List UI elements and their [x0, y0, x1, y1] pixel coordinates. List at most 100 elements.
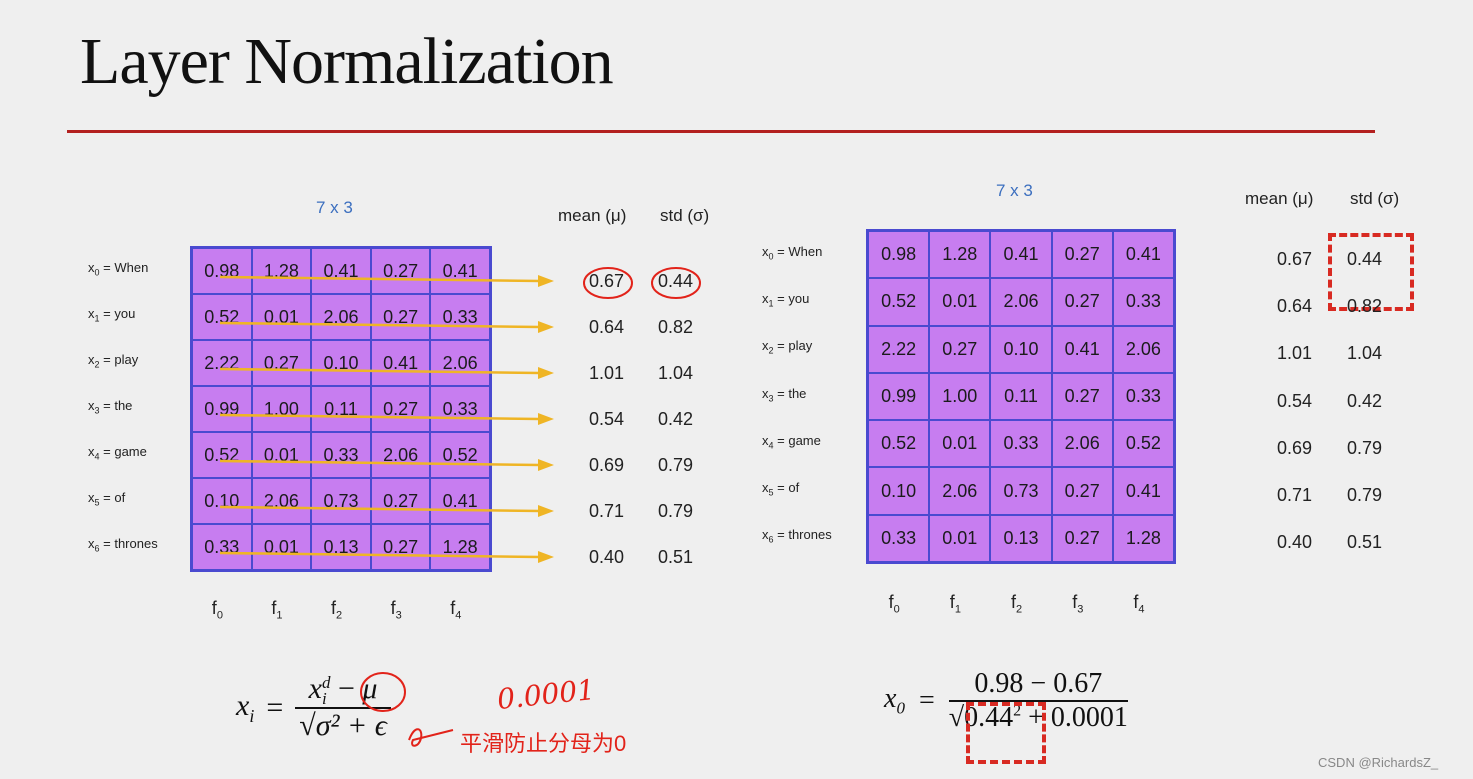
- right-feature-label-0: f0: [888, 592, 900, 616]
- left-mean-header: mean (μ): [558, 206, 627, 225]
- right-cell-r0-c1: 1.28: [929, 231, 991, 279]
- left-mean-6: 0.40: [589, 547, 625, 567]
- left-cell-r5-c3: 0.27: [370, 478, 431, 524]
- right-cell-r3-c4: 0.33: [1112, 372, 1174, 421]
- left-row-label-6: x6 = thrones: [88, 536, 158, 554]
- right-feature-label-3: f3: [1072, 592, 1084, 616]
- right-cell-r3-c2: 0.11: [990, 372, 1052, 421]
- right-std-4: 0.79: [1347, 437, 1383, 458]
- right-cell-r1-c2: 2.06: [990, 278, 1052, 326]
- right-cell-r5-c3: 0.27: [1051, 467, 1113, 515]
- left-cell-r5-c4: 0.41: [430, 478, 490, 524]
- left-mean-3: 0.54: [589, 409, 625, 429]
- row-arrow-line-3: [219, 413, 541, 421]
- right-feature-label-4: f4: [1133, 592, 1145, 616]
- row-arrow-line-4: [219, 459, 541, 467]
- left-feature-label-0: f0: [211, 598, 223, 622]
- right-mean-6: 0.40: [1277, 532, 1313, 553]
- left-cell-r1-c0: 0.52: [192, 294, 252, 340]
- left-cell-r5-c1: 2.06: [251, 478, 312, 524]
- left-row-label-0: x0 = When: [88, 260, 149, 278]
- left-feature-label-2: f2: [331, 598, 343, 622]
- right-std-1: 0.82: [1347, 295, 1383, 316]
- right-feature-label-1: f1: [949, 592, 961, 616]
- left-cell-r6-c2: 0.13: [311, 524, 371, 570]
- left-cell-r1-c2: 2.06: [311, 294, 371, 340]
- left-mean-4: 0.69: [589, 455, 625, 475]
- right-cell-r1-c0: 0.52: [868, 278, 930, 326]
- right-row-label-1: x1 = you: [762, 290, 810, 309]
- left-std-2: 1.04: [658, 363, 694, 383]
- left-std-6: 0.51: [658, 547, 694, 567]
- epsilon-annotation-mark: [408, 728, 454, 747]
- right-std-2: 1.04: [1347, 343, 1383, 364]
- right-row-label-5: x5 = of: [762, 480, 800, 498]
- right-row-label-6: x6 = thrones: [762, 527, 832, 545]
- left-cell-r4-c4: 0.52: [430, 432, 490, 478]
- left-mean-2: 1.01: [589, 363, 625, 383]
- mu-circle-annotation: [360, 672, 406, 712]
- left-cell-r1-c4: 0.33: [430, 294, 490, 340]
- left-std-5: 0.79: [658, 501, 694, 521]
- left-cell-r0-c1: 1.28: [251, 248, 312, 294]
- right-row-label-4: x4 = game: [762, 432, 821, 451]
- right-cell-r4-c2: 0.33: [990, 420, 1052, 468]
- right-cell-r0-c0: 0.98: [868, 231, 930, 279]
- right-std-3: 0.42: [1347, 390, 1383, 411]
- left-cell-r1-c1: 0.01: [251, 294, 312, 340]
- left-cell-r3-c4: 0.33: [430, 386, 490, 432]
- row-arrow-line-1: [219, 321, 541, 329]
- right-cell-r0-c2: 0.41: [990, 231, 1052, 279]
- right-cell-r6-c0: 0.33: [868, 514, 930, 562]
- right-cell-r1-c1: 0.01: [929, 278, 991, 326]
- right-cell-r2-c2: 0.10: [990, 325, 1052, 373]
- left-cell-r0-c0: 0.98: [192, 248, 252, 294]
- row-arrow-line-2: [219, 367, 541, 375]
- right-mean-0: 0.67: [1277, 248, 1313, 269]
- first-row-std-circle: [651, 267, 701, 299]
- right-cell-r5-c2: 0.73: [990, 467, 1052, 515]
- left-std-3: 0.42: [658, 409, 694, 429]
- left-row-label-5: x5 = of: [88, 490, 126, 508]
- right-cell-r2-c0: 2.22: [868, 325, 930, 373]
- right-cell-r0-c3: 0.27: [1051, 231, 1113, 279]
- right-cell-r5-c4: 0.41: [1112, 467, 1174, 515]
- left-dim-label: 7 x 3: [316, 198, 353, 217]
- row-arrow-head-1: [538, 321, 554, 333]
- left-cell-r5-c2: 0.73: [311, 478, 371, 524]
- formula-denominator: √σ² + ϵ: [299, 707, 387, 743]
- right-std-6: 0.51: [1347, 532, 1383, 553]
- left-row-label-2: x2 = play: [88, 352, 139, 370]
- left-cell-r3-c1: 1.00: [251, 386, 312, 432]
- first-row-mean-circle: [583, 267, 633, 299]
- row-arrow-line-5: [219, 505, 541, 513]
- left-mean-5: 0.71: [589, 501, 625, 521]
- row-arrow-head-0: [538, 275, 554, 287]
- row-arrow-head-2: [538, 367, 554, 379]
- left-cell-r6-c3: 0.27: [370, 524, 431, 570]
- left-cell-r6-c0: 0.33: [192, 524, 252, 570]
- row-arrow-head-3: [538, 413, 554, 425]
- right-cell-r6-c4: 1.28: [1112, 514, 1174, 562]
- formula-equals: =: [266, 690, 284, 724]
- denominator-highlight-box: [966, 702, 1046, 764]
- right-matrix: 0.98 1.28 0.41 0.27 0.41 0.52 0.01 2.06 0.27 0.33…: [866, 229, 1176, 564]
- left-cell-r4-c1: 0.01: [251, 432, 312, 478]
- left-cell-r2-c3: 0.41: [370, 340, 431, 386]
- right-cell-r4-c3: 2.06: [1051, 420, 1113, 468]
- left-feature-label-4: f4: [450, 598, 462, 622]
- formula-lhs: xi: [236, 688, 255, 726]
- left-cell-r4-c3: 2.06: [370, 432, 431, 478]
- left-std-header: std (σ): [660, 206, 710, 225]
- left-mean-0: 0.67: [589, 271, 625, 291]
- right-std-header: std (σ): [1350, 189, 1400, 208]
- left-cell-r0-c4: 0.41: [430, 248, 490, 294]
- right-cell-r2-c4: 2.06: [1112, 325, 1174, 373]
- right-mean-5: 0.71: [1277, 485, 1313, 506]
- right-cell-r6-c3: 0.27: [1051, 514, 1113, 562]
- right-row-label-2: x2 = play: [762, 338, 813, 356]
- left-feature-label-1: f1: [271, 598, 283, 622]
- right-std-5: 0.79: [1347, 485, 1383, 506]
